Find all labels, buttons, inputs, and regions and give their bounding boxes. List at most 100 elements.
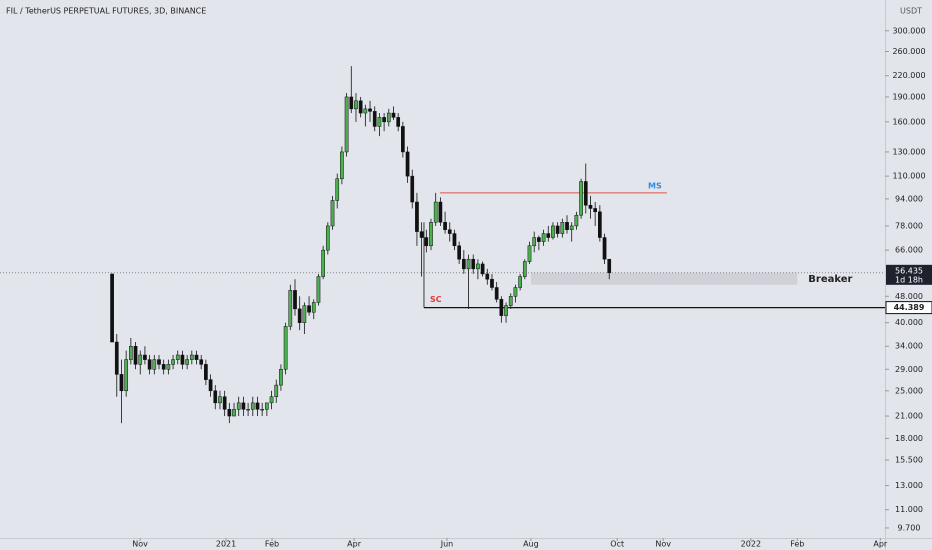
candle-body: [480, 263, 485, 275]
candle-body: [171, 359, 175, 365]
countdown-label: 1d 18h: [895, 275, 923, 284]
candle-body: [316, 276, 321, 303]
x-tick-label: Oct: [610, 540, 624, 549]
candle-body: [513, 287, 518, 297]
support-box: [885, 301, 932, 315]
y-tick-label: 40.000: [895, 318, 923, 327]
candle-body: [499, 299, 504, 316]
candle-body: [335, 178, 340, 201]
y-tick-label: 78.000: [895, 221, 923, 230]
x-tick-label: Apr: [873, 540, 888, 549]
y-tick-label: 18.000: [895, 434, 923, 443]
candle-body: [246, 409, 250, 411]
candle-body: [372, 111, 377, 127]
candle-body: [551, 225, 555, 238]
candle-body: [232, 409, 236, 417]
candle-body: [213, 390, 218, 404]
candle-body: [382, 117, 386, 123]
chart-title: FIL / TetherUS PERPETUAL FUTURES, 3D, BI…: [6, 7, 206, 16]
y-tick-label: 21.000: [895, 412, 923, 421]
y-tick-label: 9.700: [898, 523, 921, 532]
candle-body: [222, 396, 227, 410]
y-tick-label: 300.000: [892, 26, 925, 35]
y-tick-label: 220.000: [892, 71, 925, 80]
candle-body: [227, 409, 232, 417]
candle-body: [424, 237, 429, 247]
y-tick-label: 34.000: [895, 342, 923, 351]
y-tick-label: 48.000: [895, 292, 923, 301]
candle-body: [157, 359, 161, 365]
candle-body: [569, 225, 574, 230]
last-price-label: 56.435: [895, 266, 923, 275]
candle-body: [490, 278, 494, 288]
candle-body: [419, 231, 424, 238]
candle-body: [354, 100, 358, 110]
candle-body: [129, 345, 133, 360]
candle-body: [443, 222, 447, 230]
candle-body: [386, 112, 391, 123]
candle-body: [283, 326, 288, 370]
candle-body: [321, 249, 325, 277]
candle-body: [579, 181, 583, 216]
candle-body: [110, 273, 114, 343]
candle-body: [199, 359, 204, 365]
x-tick-label: Feb: [265, 540, 279, 549]
sc-label: SC: [430, 295, 442, 304]
y-tick-label: 190.000: [892, 92, 925, 101]
support-label: 44.389: [894, 303, 925, 312]
candle-body: [344, 96, 349, 153]
candle-body: [358, 100, 363, 114]
candle-body: [457, 245, 461, 260]
candle-body: [597, 211, 602, 238]
y-tick-label: 94.000: [895, 194, 923, 203]
candle-body: [508, 296, 513, 306]
breaker-zone: [530, 272, 798, 285]
candle-body: [560, 222, 565, 234]
y-tick-label: 13.000: [895, 481, 923, 490]
candle-body: [161, 364, 166, 370]
y-tick-label: 110.000: [892, 172, 925, 181]
candle-body: [124, 359, 129, 392]
candle-body: [185, 359, 189, 365]
y-tick-label: 160.000: [892, 117, 925, 126]
candle-body: [307, 305, 311, 313]
candle-body: [293, 290, 297, 310]
candle-body: [236, 402, 241, 410]
candle-body: [143, 354, 147, 360]
candle-body: [349, 96, 354, 110]
x-tick-label: Jun: [440, 540, 454, 549]
candle-body: [363, 108, 368, 114]
candle-body: [250, 402, 255, 410]
candle-body: [401, 126, 405, 153]
candle-body: [241, 402, 246, 410]
candle-body: [208, 379, 213, 392]
candle-body: [405, 151, 410, 177]
candle-body: [504, 305, 508, 316]
candle-body: [189, 354, 194, 360]
candle-body: [494, 287, 499, 300]
candle-body: [607, 258, 612, 274]
candle-body: [588, 204, 593, 209]
candle-body: [438, 201, 443, 223]
y-tick-label: 15.500: [895, 456, 923, 465]
x-tick-label: Feb: [790, 540, 804, 549]
candle-body: [119, 374, 124, 392]
candle-body: [260, 409, 265, 411]
ms-label: MS: [648, 181, 662, 190]
candle-body: [166, 364, 171, 370]
candle-body: [204, 364, 208, 380]
candle-body: [415, 201, 419, 232]
last-price-box: [886, 264, 932, 285]
candle-body: [532, 237, 537, 247]
candle-body: [476, 263, 480, 270]
candle-body: [541, 233, 546, 242]
candle-body: [485, 273, 490, 280]
candle-body: [194, 354, 199, 360]
candle-body: [471, 258, 476, 270]
candle-body: [175, 354, 180, 360]
candle-body: [574, 214, 579, 227]
candle-body: [527, 245, 532, 262]
candle-body: [396, 117, 401, 127]
candle-body: [461, 258, 466, 270]
candle-body: [180, 354, 185, 365]
